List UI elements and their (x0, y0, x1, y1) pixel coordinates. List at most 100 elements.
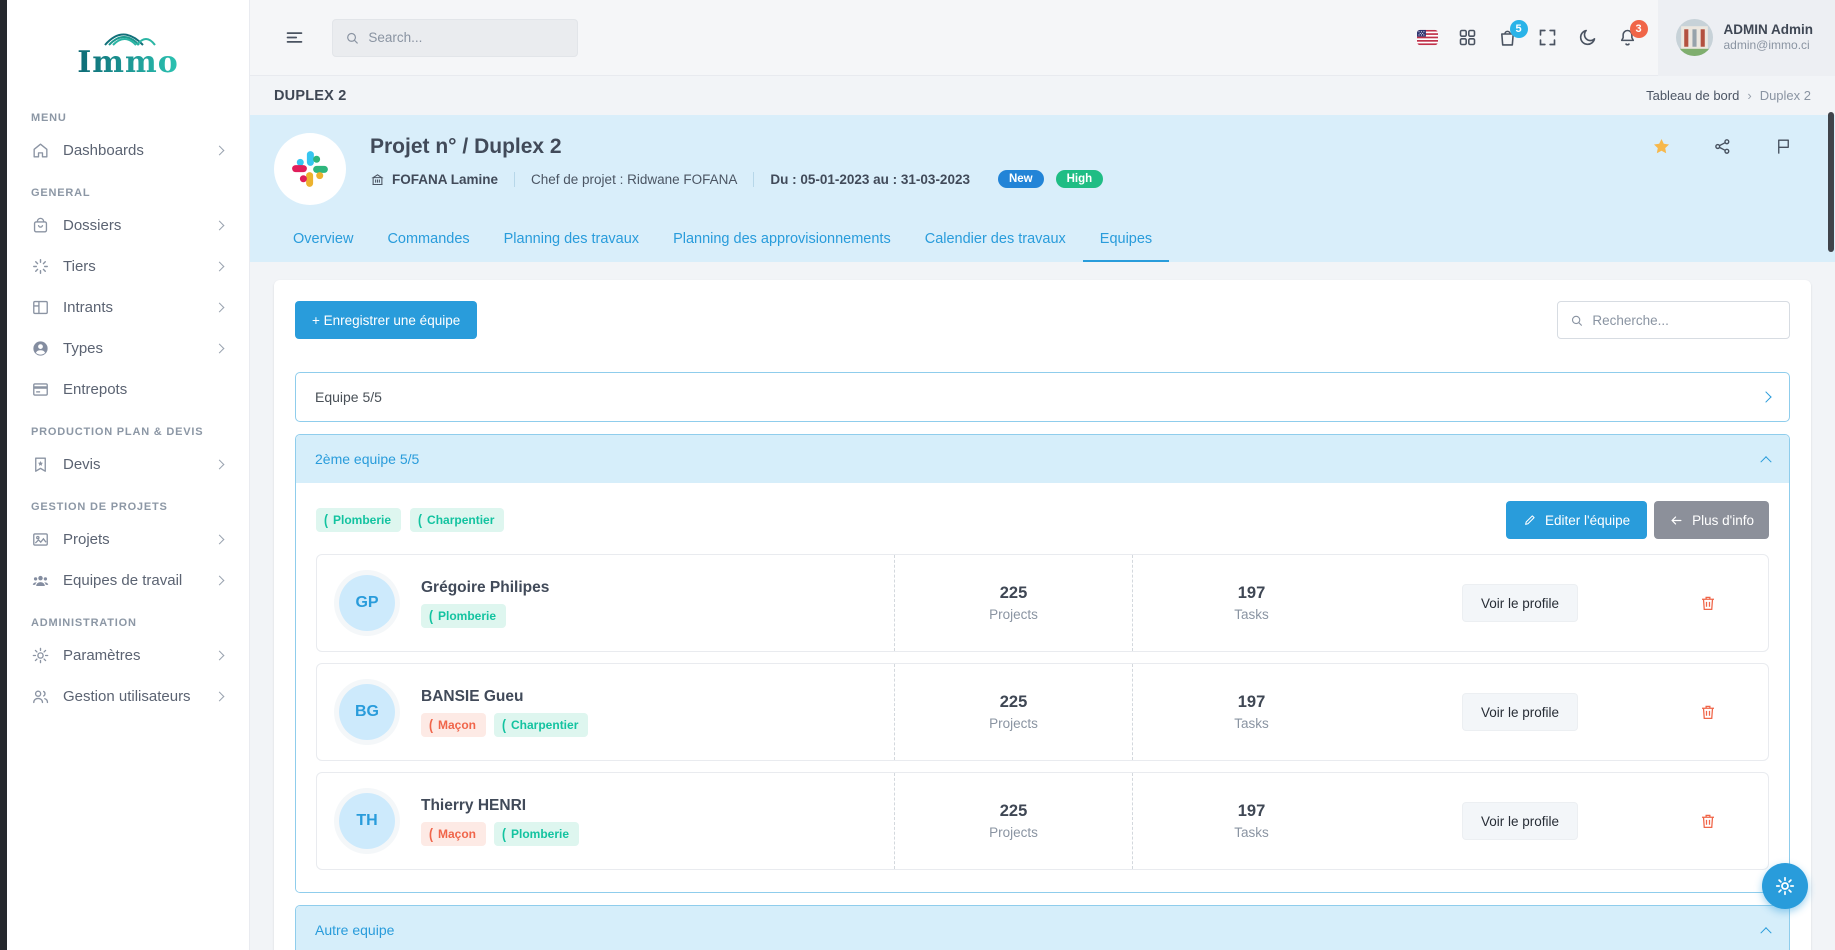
sidebar-item-intrants[interactable]: Intrants (7, 287, 249, 328)
slack-logo-icon (292, 151, 328, 187)
sidebar-item-entrepots[interactable]: Entrepots (7, 369, 249, 410)
sidebar-item-label: Projets (63, 531, 110, 548)
scrollbar-thumb[interactable] (1828, 112, 1834, 252)
team-accordion-header[interactable]: Autre equipe (296, 906, 1789, 950)
apps-grid-button[interactable] (1448, 18, 1488, 58)
user-email: admin@immo.ci (1723, 38, 1810, 53)
search-icon (1571, 315, 1582, 326)
brand-logo[interactable]: Immo (7, 14, 249, 96)
member-name: Thierry HENRI (421, 796, 527, 814)
sidebar-item-label: Equipes de travail (63, 572, 183, 589)
flag-icon (1778, 139, 1789, 154)
archive-card-icon (31, 380, 50, 399)
user-circle-icon (31, 339, 50, 358)
main-area: 5 3 ADMIN Admin (250, 0, 1835, 950)
user-menu[interactable]: ADMIN Admin admin@immo.ci (1657, 0, 1835, 76)
team-accordion-header[interactable]: 2ème equipe 5/5 (296, 435, 1789, 483)
dark-mode-button[interactable] (1568, 18, 1608, 58)
us-flag-icon (1417, 29, 1438, 46)
chevron-right-icon (214, 145, 225, 156)
sidebar-item-label: Entrepots (63, 381, 128, 398)
sidebar-item-label: Gestion utilisateurs (63, 688, 191, 705)
sidebar-item-dossiers[interactable]: Dossiers (7, 205, 249, 246)
tab-overview[interactable]: Overview (293, 231, 354, 247)
member-tags: Maçon Charpentier (421, 712, 894, 737)
global-search-input[interactable] (368, 30, 565, 45)
sidebar-section-production: PRODUCTION PLAN & DEVIS (31, 426, 204, 438)
gear-icon (31, 646, 50, 665)
gallery-icon (31, 530, 50, 549)
team-accordion-header[interactable]: Equipe 5/5 (296, 373, 1789, 421)
hamburger-menu-button[interactable] (274, 18, 314, 58)
view-profile-button[interactable]: Voir le profile (1461, 693, 1579, 731)
more-info-button[interactable]: Plus d'info (1654, 501, 1769, 539)
team-panel: Plomberie Charpentier Editer l'équipe (296, 483, 1789, 892)
breadcrumb-row: DUPLEX 2 Tableau de bord › Duplex 2 (250, 76, 1835, 115)
project-owner: FOFANA Lamine (370, 172, 514, 187)
sidebar-item-label: Types (63, 340, 104, 357)
delete-member-button[interactable] (1699, 812, 1717, 830)
chevron-right-icon (214, 459, 225, 470)
skill-tag: Plomberie (494, 821, 580, 846)
tab-commandes[interactable]: Commandes (387, 231, 470, 247)
sidebar-item-types[interactable]: Types (7, 328, 249, 369)
loader-icon (31, 257, 50, 276)
moon-icon (1579, 29, 1596, 46)
tab-planning-travaux[interactable]: Planning des travaux (503, 231, 640, 247)
register-team-button[interactable]: + Enregistrer une équipe (295, 301, 478, 339)
team-name: Autre equipe (315, 922, 395, 938)
tab-planning-approvisionnements[interactable]: Planning des approvisionnements (673, 231, 891, 247)
content-area: + Enregistrer une équipe Equipe 5/5 (250, 262, 1835, 950)
chevron-right-icon (214, 534, 225, 545)
sidebar-item-parametres[interactable]: Paramètres (7, 635, 249, 676)
chevron-right-icon (214, 302, 225, 313)
sidebar-item-equipes[interactable]: Equipes de travail (7, 560, 249, 601)
shopping-bag-icon (1501, 30, 1514, 46)
teams-search (1557, 301, 1790, 339)
sidebar-item-label: Dossiers (63, 217, 122, 234)
flag-button[interactable] (1774, 137, 1793, 156)
sidebar-item-devis[interactable]: Devis (7, 444, 249, 485)
project-logo (274, 133, 346, 205)
delete-member-button[interactable] (1699, 703, 1717, 721)
favorite-star-button[interactable] (1652, 137, 1671, 156)
share-button[interactable] (1713, 137, 1732, 156)
chevron-right-icon (1760, 391, 1772, 403)
fullscreen-button[interactable] (1528, 18, 1568, 58)
sidebar-item-label: Paramètres (63, 647, 141, 664)
language-flag-button[interactable] (1408, 18, 1448, 58)
tab-equipes[interactable]: Equipes (1082, 221, 1170, 262)
sidebar-item-tiers[interactable]: Tiers (7, 246, 249, 287)
team-skill-row: Plomberie Charpentier Editer l'équipe (316, 501, 1769, 539)
tab-calendier-travaux[interactable]: Calendier des travaux (924, 231, 1066, 247)
member-projects-stat: 225 Projects (894, 664, 1132, 760)
team-skills: Plomberie Charpentier (316, 508, 505, 532)
breadcrumb-root[interactable]: Tableau de bord (1646, 88, 1740, 103)
sidebar-item-projets[interactable]: Projets (7, 519, 249, 560)
chevron-right-icon (214, 220, 225, 231)
cart-button[interactable]: 5 (1488, 18, 1528, 58)
member-avatar: BG (339, 684, 395, 740)
window-edge (0, 0, 7, 950)
view-profile-button[interactable]: Voir le profile (1461, 584, 1579, 622)
member-name: BANSIE Gueu (421, 687, 524, 705)
sidebar-item-dashboards[interactable]: Dashboards (7, 130, 249, 171)
notifications-button[interactable]: 3 (1608, 18, 1648, 58)
skill-tag: Maçon (421, 712, 487, 737)
trash-icon (1702, 705, 1714, 720)
sidebar-item-label: Intrants (63, 299, 114, 316)
sidebar-item-gestion-utilisateurs[interactable]: Gestion utilisateurs (7, 676, 249, 717)
chevron-right-icon (214, 343, 225, 354)
skill-tag: Charpentier (494, 712, 589, 737)
teams-search-input[interactable] (1592, 312, 1777, 328)
view-profile-button[interactable]: Voir le profile (1461, 802, 1579, 840)
project-tabs: Overview Commandes Planning des travaux … (274, 221, 1811, 262)
member-projects-stat: 225 Projects (894, 555, 1132, 651)
edit-team-button[interactable]: Editer l'équipe (1505, 501, 1648, 539)
delete-member-button[interactable] (1699, 594, 1717, 612)
apps-grid-icon (1459, 29, 1476, 46)
floating-settings-button[interactable] (1762, 863, 1808, 909)
teams-card: + Enregistrer une équipe Equipe 5/5 (274, 280, 1811, 950)
sidebar-section-administration: ADMINISTRATION (31, 617, 137, 629)
member-avatar: TH (339, 793, 395, 849)
